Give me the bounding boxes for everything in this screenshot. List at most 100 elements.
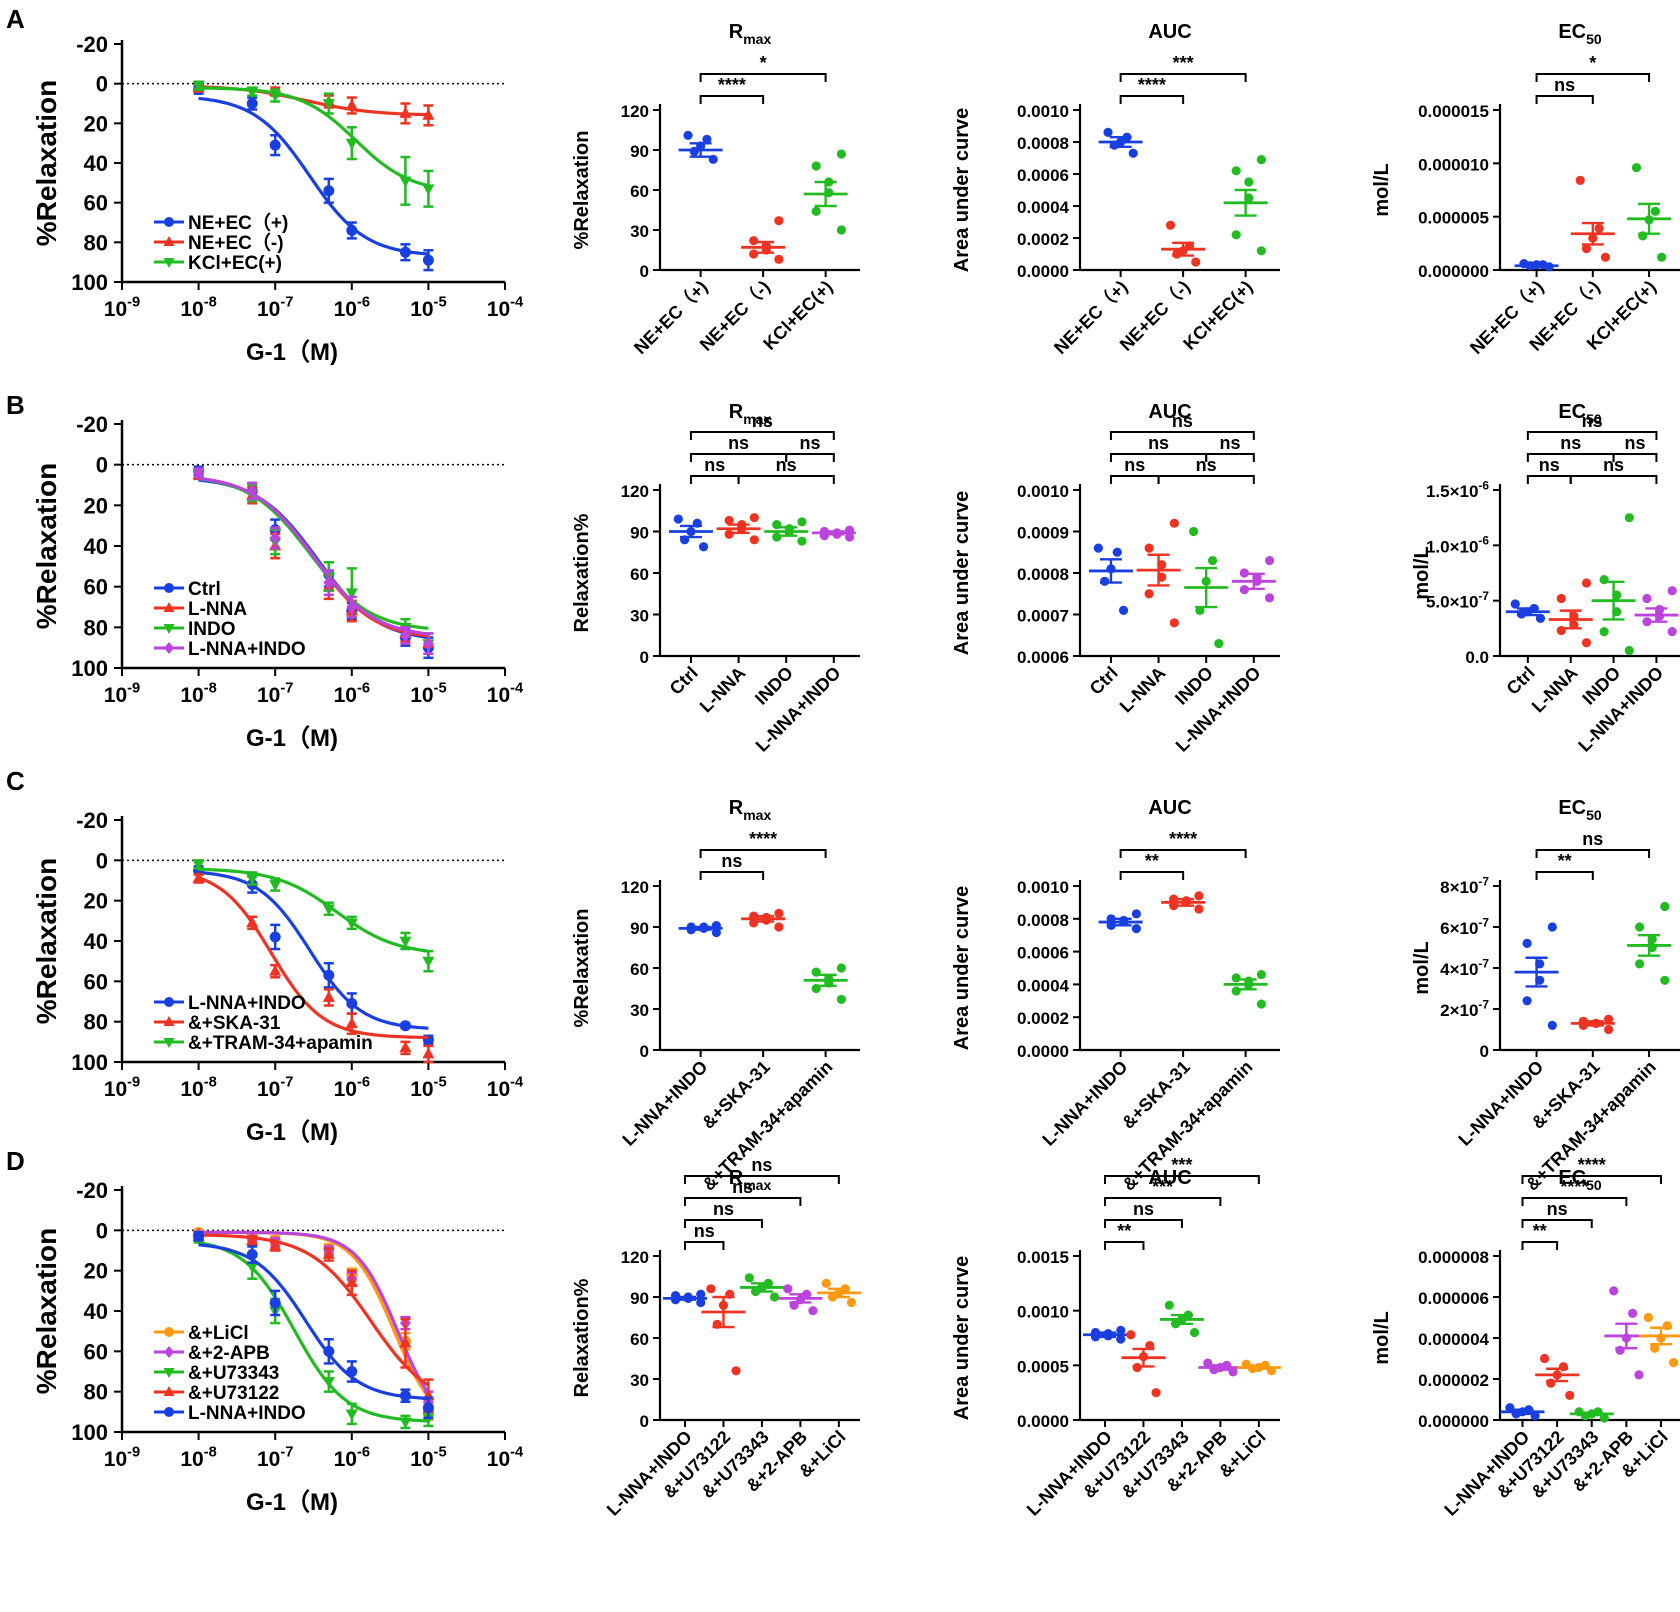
data-point [749, 535, 759, 545]
y-axis-title: Area under curve [951, 491, 973, 656]
data-point [797, 536, 807, 546]
data-point [1635, 959, 1645, 969]
chart-title: Rmax [729, 797, 772, 823]
significance-label: ns [1133, 1199, 1154, 1219]
chart-title: Rmax [729, 21, 772, 47]
data-point [1256, 999, 1266, 1009]
y-tick-label: 6×10-7 [1440, 915, 1489, 938]
y-axis-title: mol/L [1371, 1311, 1393, 1364]
y-tick-label: 100 [71, 1050, 108, 1075]
y-tick-label: 20 [84, 493, 108, 518]
chart-D-scatter-15: EC50 0.000000 0.000002 0.000004 0.000006 0.00… [1371, 1155, 1680, 1520]
y-tick-label: 0 [96, 848, 108, 873]
y-tick-label: 0.0010 [1017, 102, 1069, 121]
data-point [345, 1276, 358, 1288]
significance-label: ns [1547, 1199, 1568, 1219]
y-axis-title: mol/L [1411, 941, 1433, 994]
significance-label: **** [718, 75, 746, 95]
legend-label: NE+EC（-) [188, 231, 284, 254]
legend-marker [163, 624, 175, 634]
data-point [1642, 593, 1652, 604]
category-label: L-NNA [1116, 663, 1170, 717]
data-point [1131, 909, 1141, 919]
significance-label: ** [1533, 1221, 1547, 1241]
x-tick-label: 10-5 [410, 681, 446, 707]
data-point [749, 513, 759, 523]
y-tick-label: 40 [84, 929, 108, 954]
data-point [1144, 543, 1154, 553]
legend-marker [164, 1327, 174, 1337]
y-tick-label: 0.0008 [1017, 565, 1069, 584]
y-tick-label: 4×10-7 [1440, 956, 1489, 979]
data-point [269, 931, 281, 943]
significance-bracket [1119, 849, 1247, 858]
x-tick-label: 10-8 [180, 295, 216, 321]
data-point [1547, 1020, 1557, 1030]
data-point [1231, 973, 1241, 983]
data-point [422, 1402, 434, 1414]
legend-marker [164, 642, 174, 654]
data-point [836, 149, 846, 159]
category-label: Ctrl [1503, 663, 1539, 699]
y-tick-label: 100 [71, 270, 108, 295]
data-point [1100, 576, 1110, 586]
data-point [706, 1284, 716, 1294]
y-tick-label: 1.0×10-6 [1426, 534, 1489, 557]
y-axis-title: %Relaxation [31, 463, 62, 630]
chart-C-scatter-9: Rmax0306090120%RelaxationL-NNA+INDO&+SKA… [571, 797, 860, 1195]
y-tick-label: 0.0 [1465, 648, 1489, 667]
x-tick-label: 10-5 [410, 1075, 446, 1101]
fit-curve [198, 1233, 430, 1387]
data-point [711, 927, 721, 938]
category-label: Ctrl [666, 663, 702, 699]
data-point [269, 1297, 281, 1309]
chart-title: EC50 [1558, 401, 1602, 427]
significance-bracket [684, 1241, 725, 1250]
data-point [1599, 627, 1609, 637]
y-tick-label: 40 [84, 534, 108, 559]
data-point [246, 87, 259, 99]
data-point [836, 963, 846, 973]
x-tick-label: 10-8 [180, 1075, 216, 1101]
x-tick-label: 10-7 [257, 1075, 293, 1101]
data-point [346, 600, 358, 614]
data-point [696, 1289, 706, 1299]
data-point [345, 98, 358, 110]
x-tick-label: 10-5 [410, 1445, 446, 1471]
legend-label: INDO [188, 619, 236, 640]
chart-title: Rmax [729, 1167, 772, 1193]
y-tick-label: 0.0004 [1017, 976, 1070, 995]
data-point [269, 531, 281, 545]
data-point [1231, 230, 1241, 240]
x-tick-label: 10-8 [180, 1445, 216, 1471]
significance-label: ns [1603, 455, 1624, 475]
significance-label: * [1589, 53, 1596, 73]
data-point [1214, 638, 1224, 649]
chart-A-scatter-2: AUC 0.0000 0.0002 0.0004 0.0006 0.0008 0.0010 A… [951, 21, 1280, 358]
data-point [702, 134, 712, 144]
significance-label: ns [1219, 433, 1240, 453]
chart-title: EC50 [1558, 21, 1602, 47]
y-tick-label: 0 [96, 72, 108, 97]
data-point [246, 98, 258, 109]
y-tick-label: 0 [96, 453, 108, 478]
data-point [269, 91, 282, 103]
chart-B-scatter-7: EC50 0.0 5.0×10-7 1.0×10-6 1.5×10-6 mol/L Ctrl… [1411, 401, 1680, 756]
data-point [399, 1336, 412, 1348]
y-tick-label: 1.5×10-6 [1426, 478, 1489, 501]
y-tick-label: 30 [630, 222, 649, 241]
fit-curve [198, 867, 429, 953]
data-point [422, 637, 434, 651]
y-tick-label: 0.0006 [1017, 648, 1069, 667]
significance-label: ns [1624, 433, 1645, 453]
data-point [1231, 986, 1241, 996]
data-point [1565, 1390, 1575, 1400]
chart-A-scatter-3: EC50 0.000000 0.000005 0.000010 0.000015 mol/… [1371, 21, 1680, 358]
data-point [836, 994, 846, 1005]
x-axis-title: G-1（M) [246, 1489, 338, 1516]
data-point [1581, 638, 1592, 648]
chart-D-scatter-14: AUC 0.0000 0.0005 0.0010 0.0015 Area under cu… [951, 1155, 1281, 1520]
data-point [774, 216, 784, 226]
y-tick-label: 60 [630, 182, 649, 201]
data-point [1116, 1334, 1126, 1344]
